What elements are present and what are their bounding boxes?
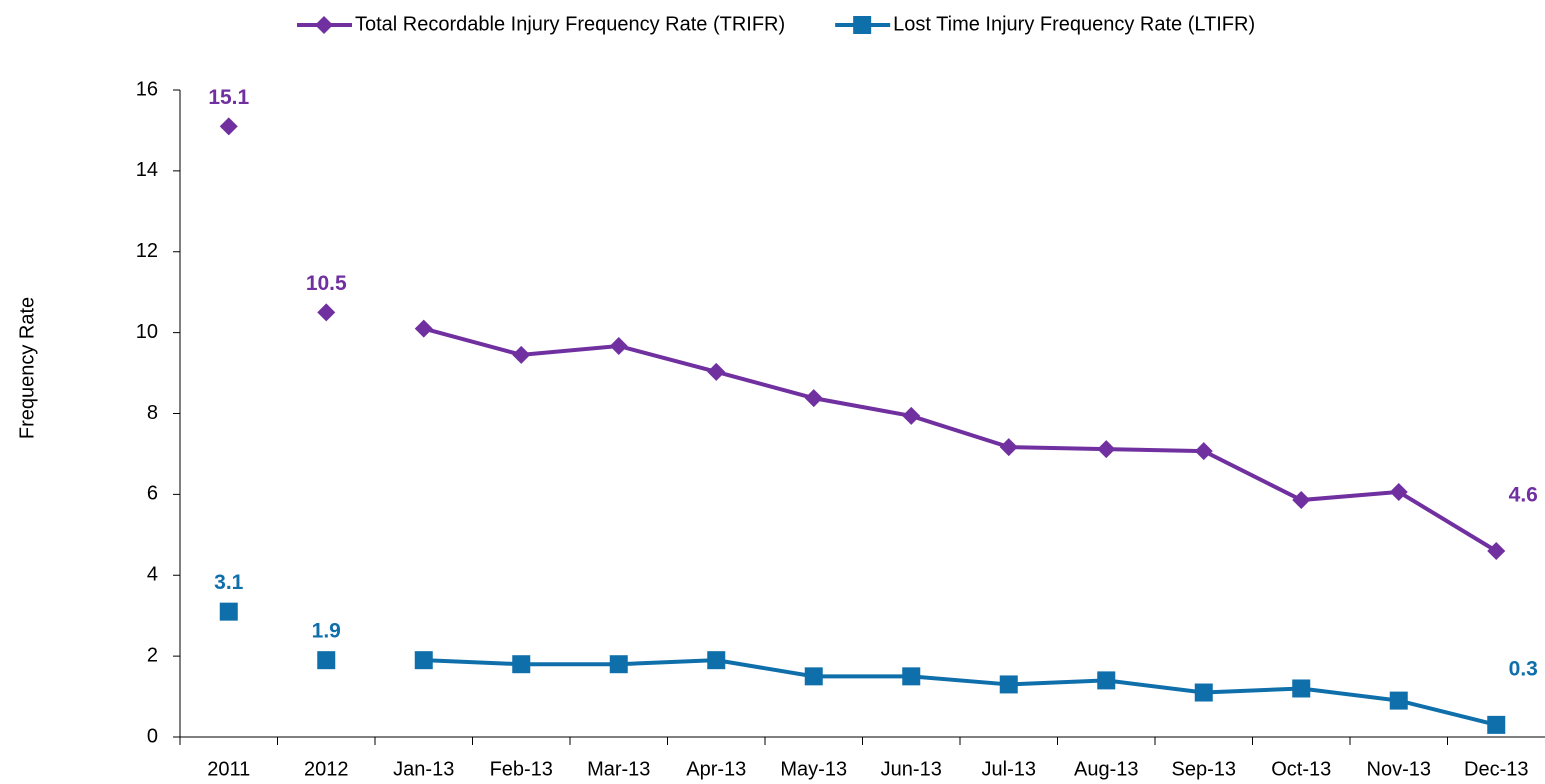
marker — [999, 675, 1018, 694]
x-tick-label: Jul-13 — [982, 758, 1036, 780]
marker — [853, 16, 872, 34]
x-tick-label: Nov-13 — [1367, 758, 1431, 780]
y-axis-title: Frequency Rate — [16, 297, 38, 439]
y-tick-label: 12 — [136, 240, 158, 262]
marker — [414, 651, 433, 670]
marker — [707, 362, 726, 381]
y-tick-label: 10 — [136, 321, 158, 343]
marker — [1389, 482, 1408, 501]
x-tick-label: Aug-13 — [1074, 758, 1139, 780]
marker — [1194, 683, 1213, 702]
marker — [315, 16, 333, 34]
marker — [414, 319, 433, 338]
marker — [804, 389, 823, 408]
x-tick-label: Dec-13 — [1464, 758, 1528, 780]
marker — [317, 303, 336, 322]
marker — [1389, 691, 1408, 710]
x-tick-label: Sep-13 — [1172, 758, 1237, 780]
y-tick-label: 8 — [147, 402, 158, 424]
y-tick-label: 0 — [147, 725, 158, 747]
data-label: 4.6 — [1509, 484, 1538, 507]
data-label: 10.5 — [306, 272, 347, 295]
marker — [609, 655, 628, 674]
data-label: 0.3 — [1509, 657, 1538, 680]
legend-label: Total Recordable Injury Frequency Rate (… — [355, 13, 785, 35]
marker — [707, 651, 726, 670]
x-tick-label: Feb-13 — [490, 758, 553, 780]
marker — [902, 667, 921, 686]
marker — [609, 336, 628, 355]
data-label: 15.1 — [208, 86, 249, 109]
marker — [804, 667, 823, 686]
marker — [902, 406, 921, 425]
x-tick-label: Jan-13 — [393, 758, 454, 780]
marker — [1194, 442, 1213, 461]
x-tick-label: 2012 — [304, 758, 349, 780]
marker — [1097, 440, 1116, 459]
marker — [512, 655, 531, 674]
y-tick-label: 4 — [147, 564, 158, 586]
data-label: 3.1 — [214, 571, 244, 594]
legend-label: Lost Time Injury Frequency Rate (LTIFR) — [893, 13, 1255, 35]
series-line — [423, 658, 1497, 727]
x-tick-label: Apr-13 — [686, 758, 746, 780]
x-tick-label: Oct-13 — [1271, 758, 1331, 780]
series-line — [423, 326, 1498, 553]
x-tick-label: Jun-13 — [881, 758, 942, 780]
marker — [999, 438, 1018, 457]
x-tick-label: 2011 — [207, 758, 250, 780]
marker — [1487, 541, 1506, 560]
marker — [512, 345, 531, 364]
y-tick-label: 14 — [136, 159, 158, 181]
marker — [1292, 491, 1311, 510]
marker — [219, 117, 238, 136]
y-tick-label: 2 — [147, 644, 158, 666]
y-tick-label: 16 — [136, 78, 158, 100]
marker — [317, 651, 336, 670]
y-tick-label: 6 — [147, 483, 158, 505]
marker — [219, 602, 238, 621]
x-tick-label: Mar-13 — [587, 758, 650, 780]
x-tick-label: May-13 — [780, 758, 847, 780]
marker — [1487, 715, 1506, 734]
marker — [1292, 679, 1311, 698]
marker — [1097, 671, 1116, 690]
data-label: 1.9 — [312, 620, 341, 643]
